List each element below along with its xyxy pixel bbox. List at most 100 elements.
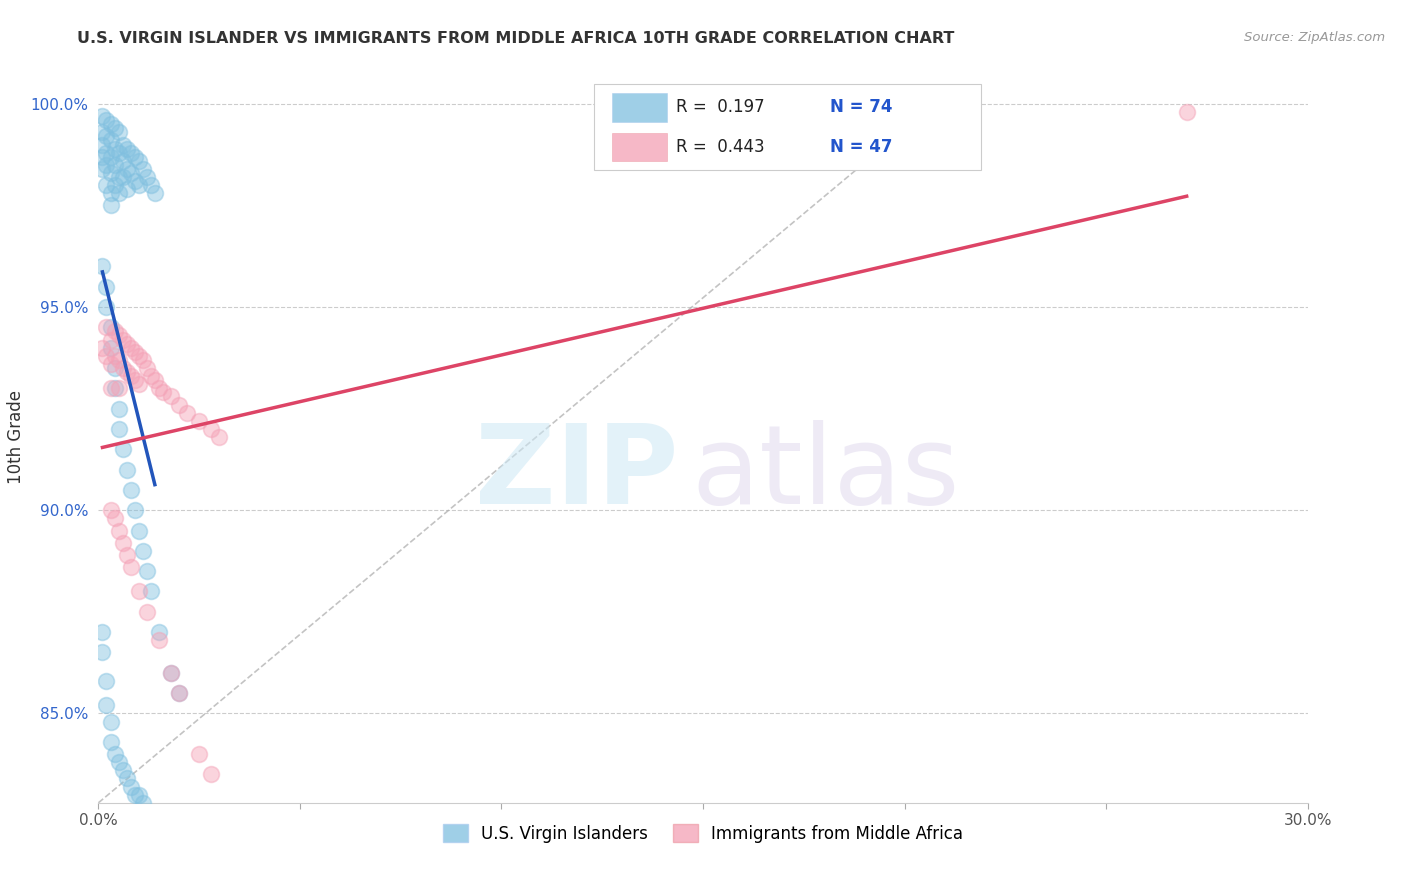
Point: [111, 764, 134, 778]
Point: [1175, 105, 1198, 120]
Point: [96, 279, 118, 293]
Point: [120, 166, 142, 180]
Point: [160, 389, 183, 403]
Point: [115, 365, 138, 379]
Point: [200, 422, 222, 436]
Point: [135, 605, 157, 619]
Point: [132, 352, 155, 367]
Point: [124, 788, 146, 802]
Point: [139, 178, 162, 193]
Point: [120, 341, 142, 355]
Point: [143, 186, 166, 201]
Point: [167, 686, 190, 700]
Point: [96, 673, 118, 688]
Point: [103, 158, 125, 172]
Point: [107, 401, 129, 416]
Point: [103, 121, 125, 136]
Legend: U.S. Virgin Islanders, Immigrants from Middle Africa: U.S. Virgin Islanders, Immigrants from M…: [436, 818, 970, 849]
Point: [96, 129, 118, 144]
Point: [115, 336, 138, 351]
Bar: [613, 94, 666, 122]
Point: [107, 328, 129, 343]
Point: [103, 381, 125, 395]
Point: [128, 788, 150, 802]
Point: [132, 161, 155, 176]
Point: [91, 645, 114, 659]
Point: [115, 548, 138, 562]
Point: [96, 349, 118, 363]
Point: [111, 169, 134, 184]
Point: [91, 161, 114, 176]
Point: [91, 109, 114, 123]
Point: [107, 169, 129, 184]
Point: [96, 300, 118, 314]
Point: [115, 772, 138, 786]
Point: [100, 150, 122, 164]
Point: [120, 560, 142, 574]
Point: [160, 665, 183, 680]
Point: [111, 361, 134, 376]
Point: [91, 150, 114, 164]
Point: [111, 333, 134, 347]
Text: ZIP: ZIP: [475, 420, 679, 527]
Point: [148, 381, 170, 395]
Point: [100, 117, 122, 131]
Point: [124, 373, 146, 387]
Point: [91, 260, 114, 274]
Point: [111, 535, 134, 549]
Point: [100, 341, 122, 355]
Point: [167, 686, 190, 700]
FancyBboxPatch shape: [595, 84, 981, 170]
Text: U.S. VIRGIN ISLANDER VS IMMIGRANTS FROM MIDDLE AFRICA 10TH GRADE CORRELATION CHA: U.S. VIRGIN ISLANDER VS IMMIGRANTS FROM …: [77, 31, 955, 46]
Point: [100, 320, 122, 334]
Point: [208, 430, 231, 444]
Point: [132, 544, 155, 558]
Text: Source: ZipAtlas.com: Source: ZipAtlas.com: [1244, 31, 1385, 45]
Point: [120, 145, 142, 160]
Text: R =  0.197: R = 0.197: [676, 98, 765, 116]
Point: [160, 665, 183, 680]
Point: [100, 333, 122, 347]
Point: [107, 125, 129, 139]
Point: [152, 385, 174, 400]
Point: [103, 361, 125, 376]
Point: [115, 142, 138, 156]
Point: [107, 381, 129, 395]
Point: [100, 714, 122, 729]
Point: [100, 186, 122, 201]
Text: R =  0.443: R = 0.443: [676, 137, 765, 156]
Point: [103, 349, 125, 363]
Point: [100, 503, 122, 517]
Point: [96, 113, 118, 128]
Point: [103, 747, 125, 761]
Point: [100, 133, 122, 147]
Point: [111, 442, 134, 457]
Point: [128, 524, 150, 538]
Point: [188, 414, 211, 428]
Point: [91, 341, 114, 355]
Point: [128, 349, 150, 363]
Bar: [613, 133, 666, 161]
Point: [135, 361, 157, 376]
Point: [111, 153, 134, 168]
Point: [148, 625, 170, 640]
Point: [107, 524, 129, 538]
Point: [103, 325, 125, 339]
Point: [128, 153, 150, 168]
Text: atlas: atlas: [690, 420, 959, 527]
Point: [124, 174, 146, 188]
Point: [100, 166, 122, 180]
Point: [96, 145, 118, 160]
Point: [188, 747, 211, 761]
Point: [200, 767, 222, 781]
Y-axis label: 10th Grade: 10th Grade: [7, 390, 25, 484]
Point: [107, 186, 129, 201]
Point: [103, 178, 125, 193]
Point: [100, 198, 122, 212]
Point: [128, 377, 150, 392]
Point: [139, 584, 162, 599]
Point: [111, 137, 134, 152]
Point: [124, 344, 146, 359]
Point: [135, 169, 157, 184]
Point: [139, 369, 162, 384]
